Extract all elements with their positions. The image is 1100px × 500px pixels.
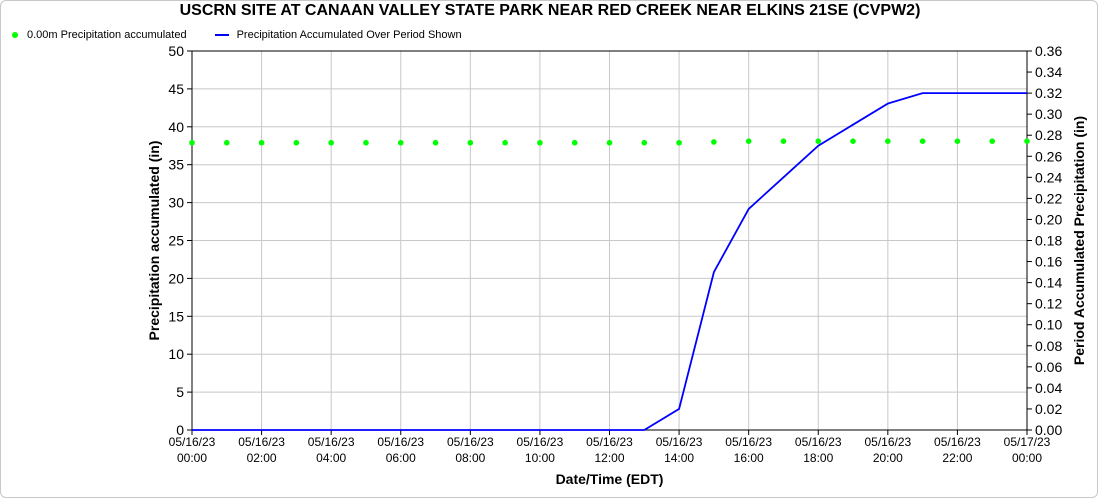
y-left-tick-label: 30 xyxy=(168,195,184,211)
y-left-tick-label: 35 xyxy=(168,157,184,173)
x-tick-label-date: 05/16/23 xyxy=(586,435,633,449)
y-left-tick-label: 40 xyxy=(168,119,184,135)
y-left-tick-label: 20 xyxy=(168,270,184,286)
y-right-tick-label: 0.30 xyxy=(1035,106,1062,122)
y-left-tick-label: 15 xyxy=(168,308,184,324)
series-point-precip-accumulated xyxy=(223,139,230,146)
series-point-precip-accumulated xyxy=(189,139,195,146)
x-tick-label-date: 05/16/23 xyxy=(725,435,772,449)
x-tick-label-date: 05/16/23 xyxy=(864,435,911,449)
series-point-precip-accumulated xyxy=(397,139,404,146)
x-tick-label-time: 10:00 xyxy=(525,451,555,465)
y-right-tick-label: 0.22 xyxy=(1035,190,1062,206)
series-point-precip-accumulated xyxy=(606,139,613,146)
series-point-precip-accumulated xyxy=(780,138,787,145)
x-tick-label-date: 05/16/23 xyxy=(169,435,216,449)
y-right-tick-label: 0.36 xyxy=(1035,43,1062,59)
x-tick-label-time: 02:00 xyxy=(247,451,277,465)
x-tick-label-time: 16:00 xyxy=(734,451,764,465)
x-tick-label-date: 05/16/23 xyxy=(238,435,285,449)
x-tick-label-time: 22:00 xyxy=(942,451,972,465)
x-tick-label-time: 18:00 xyxy=(803,451,833,465)
y-right-tick-label: 0.14 xyxy=(1035,275,1062,291)
x-tick-label-date: 05/16/23 xyxy=(795,435,842,449)
legend-label-line: Precipitation Accumulated Over Period Sh… xyxy=(236,29,462,41)
y-left-tick-label: 45 xyxy=(168,81,184,97)
series-point-precip-accumulated xyxy=(711,139,717,145)
y-right-tick-label: 0.16 xyxy=(1035,254,1062,270)
x-tick-label-date: 05/16/23 xyxy=(934,435,981,449)
x-tick-label-time: 20:00 xyxy=(873,451,903,465)
series-point-precip-accumulated xyxy=(989,138,996,145)
y-right-tick-label: 0.18 xyxy=(1035,233,1062,249)
x-tick-label-date: 05/16/23 xyxy=(656,435,703,449)
series-point-precip-accumulated xyxy=(467,139,474,146)
y-right-tick-label: 0.20 xyxy=(1035,211,1062,227)
series-point-precip-accumulated xyxy=(571,139,578,146)
x-tick-label-date: 05/17/23 xyxy=(1004,435,1051,449)
series-point-precip-accumulated xyxy=(258,139,265,146)
y-right-tick-label: 0.00 xyxy=(1035,422,1062,438)
y-left-tick-label: 25 xyxy=(168,233,184,249)
x-tick-label-time: 14:00 xyxy=(664,451,694,465)
x-tick-label-time: 00:00 xyxy=(177,451,207,465)
series-point-precip-accumulated xyxy=(815,138,822,145)
series-point-precip-accumulated xyxy=(293,139,300,146)
y-right-tick-label: 0.10 xyxy=(1035,317,1062,333)
series-point-precip-accumulated xyxy=(502,139,508,146)
series-point-precip-accumulated xyxy=(363,139,369,146)
x-axis-title: Date/Time (EDT) xyxy=(556,471,664,487)
y-left-tick-label: 0 xyxy=(176,422,184,438)
y-right-tick-label: 0.04 xyxy=(1035,380,1062,396)
series-point-precip-accumulated xyxy=(919,138,926,145)
series-line-period-precip xyxy=(192,92,1027,431)
y-left-tick-label: 10 xyxy=(168,346,184,362)
y-right-tick-label: 0.06 xyxy=(1035,359,1062,375)
series-point-precip-accumulated xyxy=(537,139,543,146)
y-right-tick-label: 0.34 xyxy=(1035,64,1062,80)
legend-marker-green-dot xyxy=(12,32,18,38)
series-point-precip-accumulated xyxy=(1024,138,1030,145)
y-right-tick-label: 0.32 xyxy=(1035,85,1062,101)
series-point-precip-accumulated xyxy=(432,139,439,146)
x-tick-label-time: 00:00 xyxy=(1012,451,1042,465)
legend-marker-blue-line xyxy=(214,34,229,36)
x-tick-label-date: 05/16/23 xyxy=(308,435,355,449)
x-tick-label-time: 06:00 xyxy=(386,451,416,465)
x-tick-label-date: 05/16/23 xyxy=(517,435,564,449)
series-point-precip-accumulated xyxy=(954,138,961,145)
y-right-tick-label: 0.08 xyxy=(1035,338,1062,354)
y-left-tick-label: 5 xyxy=(176,384,184,400)
y-left-axis-title: Precipitation accumulated (in) xyxy=(146,141,162,341)
y-right-tick-label: 0.02 xyxy=(1035,401,1062,417)
series-point-precip-accumulated xyxy=(328,139,334,146)
series-point-precip-accumulated xyxy=(676,139,682,146)
y-right-axis-title: Period Accumulated Precipitation (in) xyxy=(1071,116,1087,365)
series-point-precip-accumulated xyxy=(885,138,891,145)
legend-item-line: Precipitation Accumulated Over Period Sh… xyxy=(209,29,462,41)
x-tick-label-date: 05/16/23 xyxy=(377,435,424,449)
chart-title: USCRN SITE AT CANAAN VALLEY STATE PARK N… xyxy=(179,2,921,19)
y-right-tick-label: 0.12 xyxy=(1035,296,1062,312)
legend-item-points: 0.00m Precipitation accumulated xyxy=(12,29,187,41)
series-point-precip-accumulated xyxy=(850,138,856,145)
series-point-precip-accumulated xyxy=(745,138,752,145)
x-tick-label-time: 12:00 xyxy=(594,451,624,465)
x-tick-label-date: 05/16/23 xyxy=(447,435,494,449)
legend: 0.00m Precipitation accumulated Precipit… xyxy=(12,27,484,43)
x-tick-label-time: 04:00 xyxy=(316,451,346,465)
y-left-tick-label: 50 xyxy=(168,43,184,59)
series-point-precip-accumulated xyxy=(641,139,648,146)
legend-label-points: 0.00m Precipitation accumulated xyxy=(27,29,187,41)
y-right-tick-label: 0.26 xyxy=(1035,148,1062,164)
y-right-tick-label: 0.28 xyxy=(1035,127,1062,143)
y-right-tick-label: 0.24 xyxy=(1035,169,1062,185)
x-tick-label-time: 08:00 xyxy=(455,451,485,465)
